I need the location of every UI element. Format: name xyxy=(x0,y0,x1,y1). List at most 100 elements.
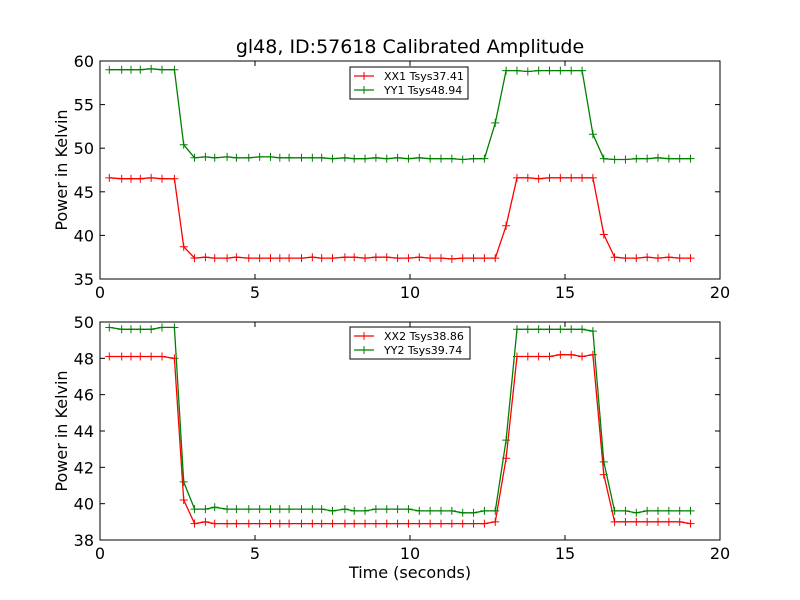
data-point xyxy=(643,506,652,515)
data-point xyxy=(190,505,199,514)
data-point xyxy=(223,505,232,514)
data-point xyxy=(447,519,456,528)
data-point xyxy=(643,253,652,262)
data-point xyxy=(567,173,576,182)
legend-label: YY1 Tsys48.94 xyxy=(383,84,462,97)
data-point xyxy=(117,174,126,183)
data-point xyxy=(480,506,489,515)
legend-label: XX1 Tsys37.41 xyxy=(384,70,464,83)
data-point xyxy=(105,352,114,361)
data-point xyxy=(502,66,511,75)
data-point xyxy=(491,506,500,515)
data-point xyxy=(201,505,210,514)
data-point xyxy=(578,325,587,334)
data-point xyxy=(266,152,275,161)
data-point xyxy=(127,65,135,74)
data-point xyxy=(244,519,253,528)
data-point xyxy=(136,174,145,183)
data-point xyxy=(361,154,370,163)
data-point xyxy=(371,253,380,262)
data-point xyxy=(190,153,199,162)
data-point xyxy=(588,173,597,182)
data-point xyxy=(610,517,619,526)
data-point xyxy=(610,506,619,515)
data-point xyxy=(491,517,500,526)
data-point xyxy=(105,323,114,332)
data-point xyxy=(170,354,179,363)
data-point xyxy=(223,152,232,161)
data-point xyxy=(136,352,145,361)
data-point xyxy=(285,254,294,263)
x-tick-label: 15 xyxy=(555,544,575,563)
data-point xyxy=(664,154,673,163)
data-point xyxy=(170,174,179,183)
y-tick-label: 60 xyxy=(74,52,94,71)
data-point xyxy=(244,254,253,263)
data-point xyxy=(127,325,135,334)
data-point xyxy=(117,65,126,74)
legend-marker xyxy=(360,332,368,340)
data-point xyxy=(599,230,608,239)
data-point xyxy=(426,506,435,515)
x-tick-label: 15 xyxy=(555,283,575,302)
data-point xyxy=(382,253,391,262)
data-point xyxy=(654,517,662,526)
data-point xyxy=(340,153,349,162)
legend-label: XX2 Tsys38.86 xyxy=(384,330,464,343)
data-point xyxy=(534,174,543,183)
data-point xyxy=(686,519,695,528)
y-tick-label: 45 xyxy=(74,183,94,202)
data-point xyxy=(297,519,306,528)
data-point xyxy=(382,505,391,514)
data-point xyxy=(632,508,641,517)
data-point xyxy=(201,152,210,161)
data-point xyxy=(643,517,652,526)
data-point xyxy=(512,325,521,334)
data-point xyxy=(610,253,619,262)
data-point xyxy=(210,519,219,528)
y-tick-label: 48 xyxy=(74,349,94,368)
data-point xyxy=(275,153,284,162)
data-point xyxy=(266,505,275,514)
legend-box xyxy=(349,326,471,360)
data-point xyxy=(308,519,317,528)
data-point xyxy=(201,253,210,262)
data-point xyxy=(469,154,478,163)
data-point xyxy=(371,519,380,528)
x-tick-label: 0 xyxy=(95,283,105,302)
data-point xyxy=(447,154,456,163)
x-tick-label: 20 xyxy=(710,544,730,563)
data-point xyxy=(621,254,630,263)
data-point xyxy=(361,506,370,515)
data-point xyxy=(158,352,166,361)
y-tick-label: 38 xyxy=(74,531,94,550)
data-point xyxy=(415,253,424,262)
data-point xyxy=(654,153,662,162)
data-point xyxy=(158,323,166,332)
data-point xyxy=(426,154,435,163)
data-point xyxy=(147,64,156,73)
data-point xyxy=(179,496,188,505)
data-point xyxy=(578,352,587,361)
data-point xyxy=(437,506,445,515)
data-point xyxy=(117,325,126,334)
data-point xyxy=(371,505,380,514)
data-point xyxy=(285,505,294,514)
data-point xyxy=(136,65,145,74)
data-point xyxy=(588,130,597,139)
data-point xyxy=(437,154,445,163)
data-point xyxy=(210,503,219,512)
y-tick-label: 42 xyxy=(74,458,94,477)
y-tick-label: 44 xyxy=(74,422,94,441)
data-point xyxy=(534,352,543,361)
data-point xyxy=(556,173,565,182)
data-point xyxy=(328,254,337,263)
data-point xyxy=(297,254,306,263)
y-tick-label: 40 xyxy=(74,495,94,514)
data-point xyxy=(255,152,264,161)
legend-marker xyxy=(360,346,368,354)
data-point xyxy=(621,155,630,164)
data-point xyxy=(393,519,402,528)
data-point xyxy=(512,66,521,75)
data-point xyxy=(588,327,597,336)
